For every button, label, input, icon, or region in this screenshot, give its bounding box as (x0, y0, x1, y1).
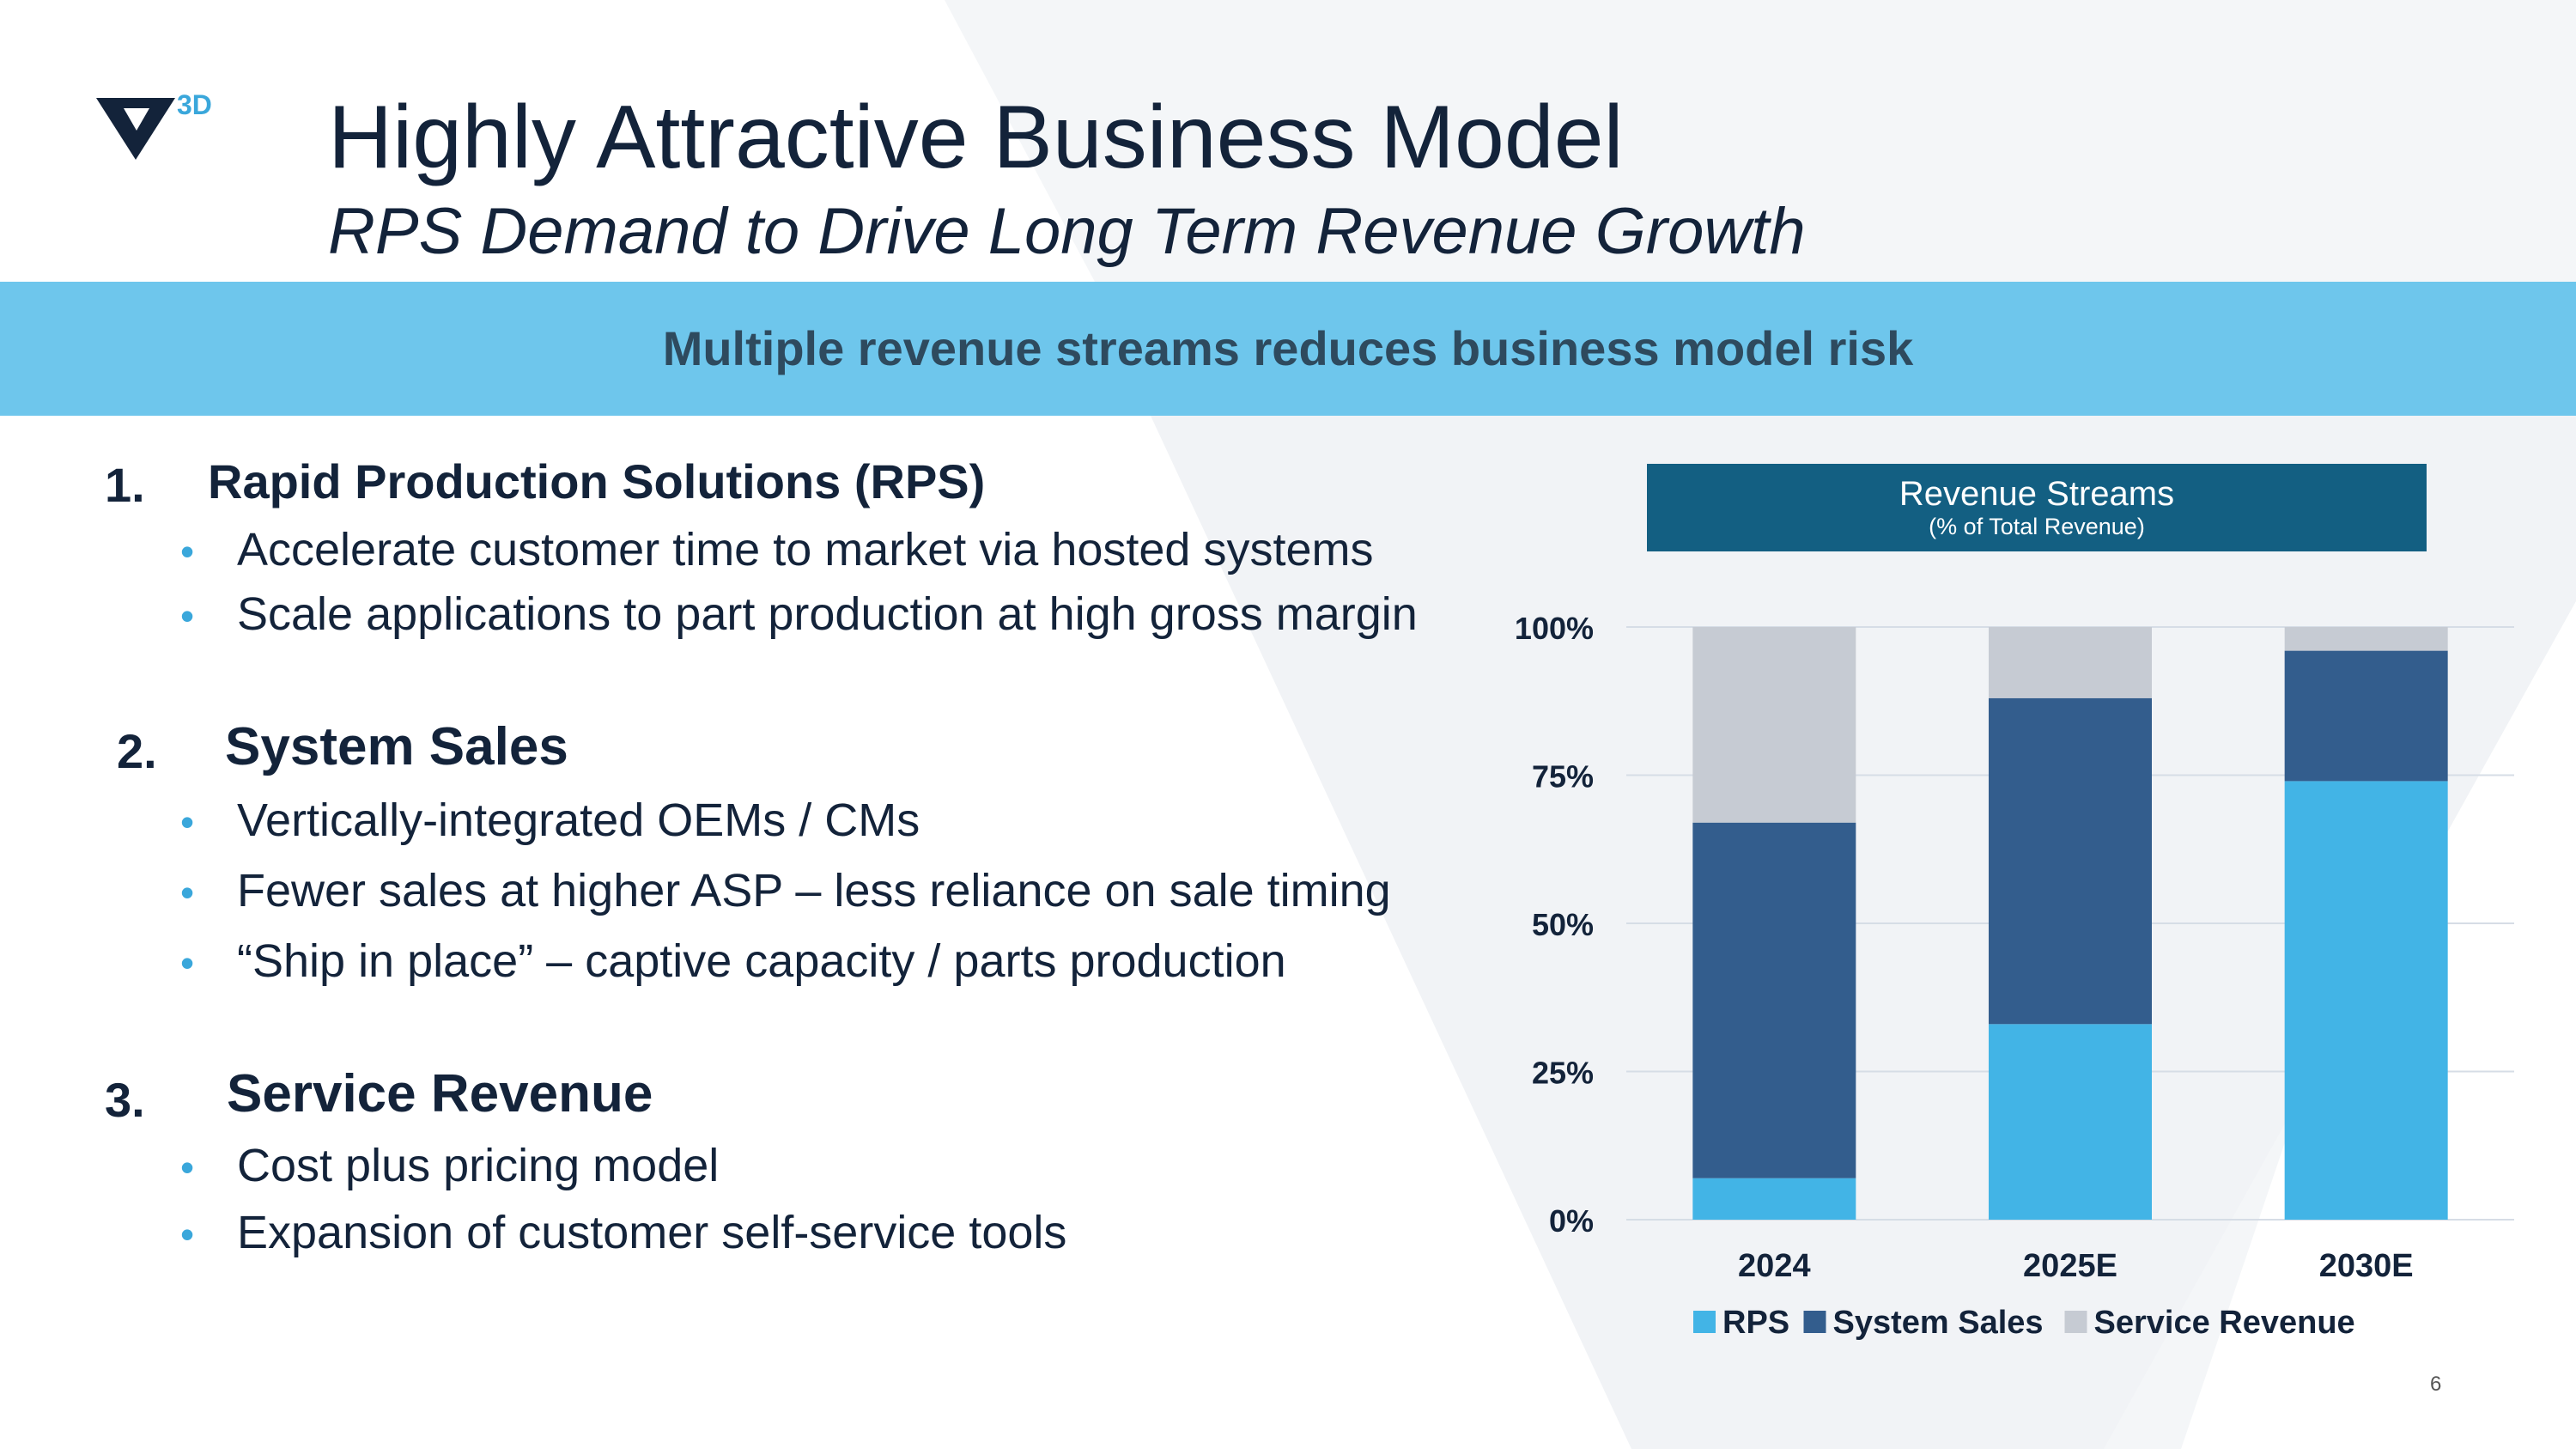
x-tick-label: 2024 (1738, 1248, 1811, 1284)
y-tick-label: 0% (1549, 1203, 1594, 1239)
bar-segment (2284, 781, 2448, 1220)
bullet-text: Cost plus pricing model (237, 1140, 720, 1191)
section-number: 1. (105, 458, 145, 512)
bar-segment (1692, 822, 1856, 1178)
page-number: 6 (2430, 1373, 2442, 1396)
x-tick-label: 2030E (2319, 1248, 2414, 1284)
legend-label: RPS (1722, 1305, 1789, 1341)
bullet-text: Vertically-integrated OEMs / CMs (237, 795, 920, 846)
bar-segment (1692, 627, 1856, 823)
company-logo (96, 98, 175, 160)
banner: Multiple revenue streams reduces busines… (0, 282, 2576, 416)
section-title-service-revenue: Service Revenue (227, 1064, 653, 1123)
bullet-text: “Ship in place” – captive capacity / par… (237, 935, 1286, 987)
bullet-item: • “Ship in place” – captive capacity / pa… (180, 935, 1286, 988)
section-title-system-sales: System Sales (225, 717, 568, 776)
legend-label: Service Revenue (2094, 1305, 2355, 1341)
bullet-icon: • (180, 594, 195, 638)
chart-title-box (1647, 464, 2427, 551)
bullet-text: Fewer sales at higher ASP – less relianc… (237, 865, 1391, 916)
legend-swatch (1803, 1311, 1826, 1333)
bullet-icon: • (180, 941, 195, 985)
revenue-streams-chart: Revenue Streams (% of Total Revenue) 0% 2… (1515, 464, 2514, 1341)
bullet-icon: • (180, 1212, 195, 1257)
bullet-item: • Cost plus pricing model (180, 1139, 719, 1192)
bullet-item: • Scale applications to part production a… (180, 588, 1418, 641)
bullet-item: • Expansion of customer self-service tool… (180, 1206, 1066, 1259)
legend-swatch (1693, 1311, 1716, 1333)
logo-text: 3D (177, 89, 212, 120)
banner-text: Multiple revenue streams reduces busines… (662, 321, 1914, 375)
y-tick-label: 100% (1515, 611, 1594, 646)
bullet-icon: • (180, 529, 195, 574)
bar-segment (1989, 697, 2152, 1025)
page-subtitle: RPS Demand to Drive Long Term Revenue Gr… (328, 195, 1806, 268)
bullet-text: Scale applications to part production at… (237, 588, 1418, 640)
y-tick-label: 50% (1532, 907, 1594, 942)
bullet-item: • Accelerate customer time to market via … (180, 523, 1373, 576)
x-tick-label: 2025E (2023, 1248, 2117, 1284)
bullet-icon: • (180, 1145, 195, 1190)
y-tick-label: 25% (1532, 1056, 1594, 1091)
page-title: Highly Attractive Business Model (328, 88, 1624, 187)
chart-title: Revenue Streams (1899, 475, 2174, 513)
bar-segment (2284, 627, 2448, 651)
section-number: 2. (117, 724, 157, 778)
bullet-text: Expansion of customer self-service tools (237, 1207, 1067, 1258)
bar-segment (1692, 1178, 1856, 1220)
bullet-item: • Fewer sales at higher ASP – less relian… (180, 864, 1391, 917)
bullet-icon: • (180, 870, 195, 915)
legend-label: System Sales (1833, 1305, 2044, 1341)
bullet-text: Accelerate customer time to market via h… (237, 524, 1374, 575)
section-title-rps: Rapid Production Solutions (RPS) (208, 454, 986, 508)
bar-segment (2284, 650, 2448, 782)
chart-subtitle: (% of Total Revenue) (1929, 514, 2145, 539)
legend-swatch (2064, 1311, 2087, 1333)
bullet-item: • Vertically-integrated OEMs / CMs (180, 794, 920, 847)
y-tick-label: 75% (1532, 759, 1594, 795)
bar-segment (1989, 1024, 2152, 1220)
section-number: 3. (105, 1073, 145, 1127)
bar-segment (1989, 627, 2152, 698)
bullet-icon: • (180, 800, 195, 844)
